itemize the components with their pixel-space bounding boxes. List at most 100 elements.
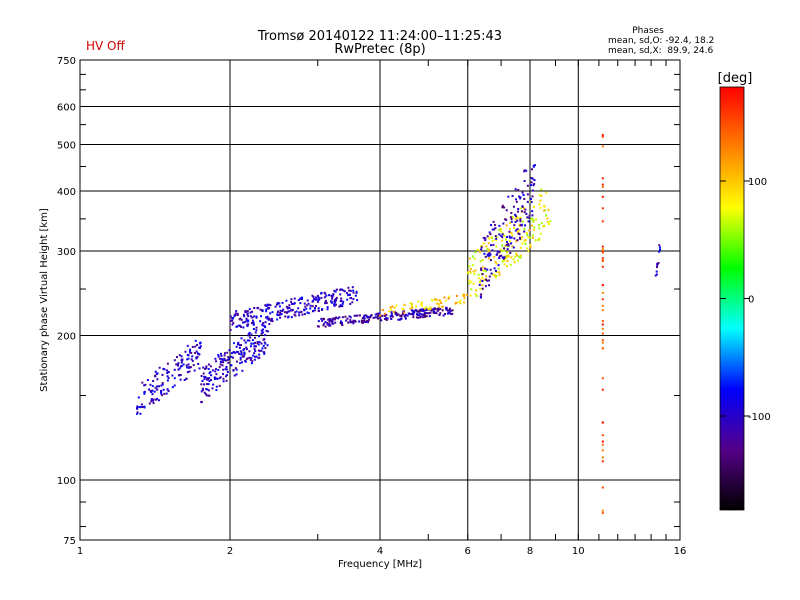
data-point (534, 239, 537, 242)
data-point (441, 305, 444, 308)
data-point (498, 224, 501, 227)
data-point (468, 282, 471, 285)
data-point (658, 246, 661, 249)
data-point (335, 288, 338, 291)
data-point (601, 440, 604, 443)
data-point (542, 225, 545, 228)
data-point (501, 233, 504, 236)
data-point (194, 345, 197, 348)
data-point (420, 313, 423, 316)
data-point (295, 310, 298, 313)
data-point (196, 355, 199, 358)
data-point (251, 316, 254, 319)
data-point (150, 400, 153, 403)
data-point (312, 310, 315, 313)
data-point (392, 310, 395, 313)
data-point (332, 294, 335, 297)
data-point (227, 358, 230, 361)
data-point (326, 322, 329, 325)
data-point (435, 298, 438, 301)
data-point (448, 295, 451, 298)
data-point (510, 220, 513, 223)
data-point (243, 339, 246, 342)
data-point (494, 235, 497, 238)
data-point (514, 188, 517, 191)
data-point (238, 344, 241, 347)
data-point (246, 320, 249, 323)
data-point (394, 311, 397, 314)
data-point (540, 222, 543, 225)
data-point (479, 250, 482, 253)
data-point (506, 254, 509, 257)
data-point (246, 325, 249, 328)
data-point (412, 310, 415, 313)
data-point (490, 272, 493, 275)
data-point (484, 237, 487, 240)
data-point (348, 289, 351, 292)
data-point (171, 374, 174, 377)
data-point (498, 228, 501, 231)
data-point (137, 396, 140, 399)
data-point (601, 265, 604, 268)
data-point (517, 188, 520, 191)
data-point (196, 344, 199, 347)
data-point (285, 311, 288, 314)
data-point (513, 224, 516, 227)
data-point (532, 205, 535, 208)
data-point (432, 308, 435, 311)
data-point (459, 302, 462, 305)
data-point (502, 257, 505, 260)
data-point (238, 346, 241, 349)
data-point (462, 295, 465, 298)
data-point (505, 236, 508, 239)
data-point (331, 318, 334, 321)
data-point (479, 296, 482, 299)
data-point (491, 249, 494, 252)
data-point (527, 249, 530, 252)
data-point (261, 323, 264, 326)
y-tick-label: 75 (63, 536, 76, 547)
data-point (517, 255, 520, 258)
data-point (279, 309, 282, 312)
data-point (516, 219, 519, 222)
data-point (527, 220, 530, 223)
data-point (436, 309, 439, 312)
data-point (197, 353, 200, 356)
data-point (429, 311, 432, 314)
data-point (476, 248, 479, 251)
data-point (215, 385, 218, 388)
data-point (447, 312, 450, 315)
data-point (533, 179, 536, 182)
data-point (327, 294, 330, 297)
data-point (163, 368, 166, 371)
data-point (514, 221, 517, 224)
data-point (516, 216, 519, 219)
data-point (481, 287, 484, 290)
data-point (507, 244, 510, 247)
data-point (501, 239, 504, 242)
data-point (243, 352, 246, 355)
data-point (469, 267, 472, 270)
data-point (510, 242, 513, 245)
data-point (167, 390, 170, 393)
data-point (372, 316, 375, 319)
data-point (520, 210, 523, 213)
data-point (271, 320, 274, 323)
data-point (498, 273, 501, 276)
data-point (493, 267, 496, 270)
data-point (209, 365, 212, 368)
data-point (240, 318, 243, 321)
data-point (514, 213, 517, 216)
data-point (326, 306, 329, 309)
data-point (488, 231, 491, 234)
data-point (264, 321, 267, 324)
data-point (545, 214, 548, 217)
data-point (378, 312, 381, 315)
data-point (352, 322, 355, 325)
data-point (303, 313, 306, 316)
data-point (265, 308, 268, 311)
data-point (465, 293, 468, 296)
data-point (481, 273, 484, 276)
data-point (207, 394, 210, 397)
data-point (501, 244, 504, 247)
